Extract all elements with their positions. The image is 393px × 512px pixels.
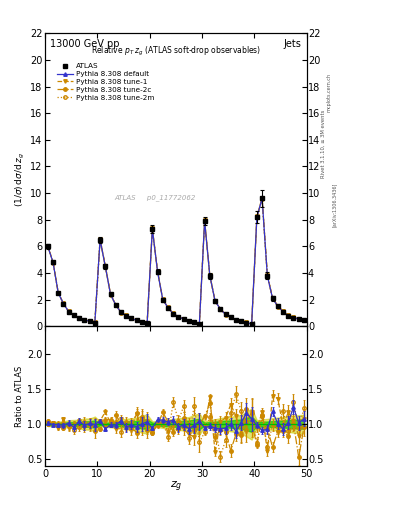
Text: Rivet 3.1.10, ≥ 3M events: Rivet 3.1.10, ≥ 3M events xyxy=(320,109,325,178)
X-axis label: $z_g$: $z_g$ xyxy=(170,480,182,495)
Y-axis label: Ratio to ATLAS: Ratio to ATLAS xyxy=(15,366,24,427)
Y-axis label: $(1/\sigma)\,\mathrm{d}\sigma/\mathrm{d}\,z_g$: $(1/\sigma)\,\mathrm{d}\sigma/\mathrm{d}… xyxy=(14,152,27,207)
Text: mcplots.cern.ch: mcplots.cern.ch xyxy=(326,73,331,112)
Text: [arXiv:1306.3436]: [arXiv:1306.3436] xyxy=(332,183,337,227)
Legend: ATLAS, Pythia 8.308 default, Pythia 8.308 tune-1, Pythia 8.308 tune-2c, Pythia 8: ATLAS, Pythia 8.308 default, Pythia 8.30… xyxy=(54,60,157,103)
Text: Jets: Jets xyxy=(283,39,301,49)
Text: ATLAS     p0_11772062: ATLAS p0_11772062 xyxy=(114,194,196,201)
Text: Relative $p_T\,z_g$ (ATLAS soft-drop observables): Relative $p_T\,z_g$ (ATLAS soft-drop obs… xyxy=(91,45,261,58)
Text: 13000 GeV pp: 13000 GeV pp xyxy=(50,39,120,49)
